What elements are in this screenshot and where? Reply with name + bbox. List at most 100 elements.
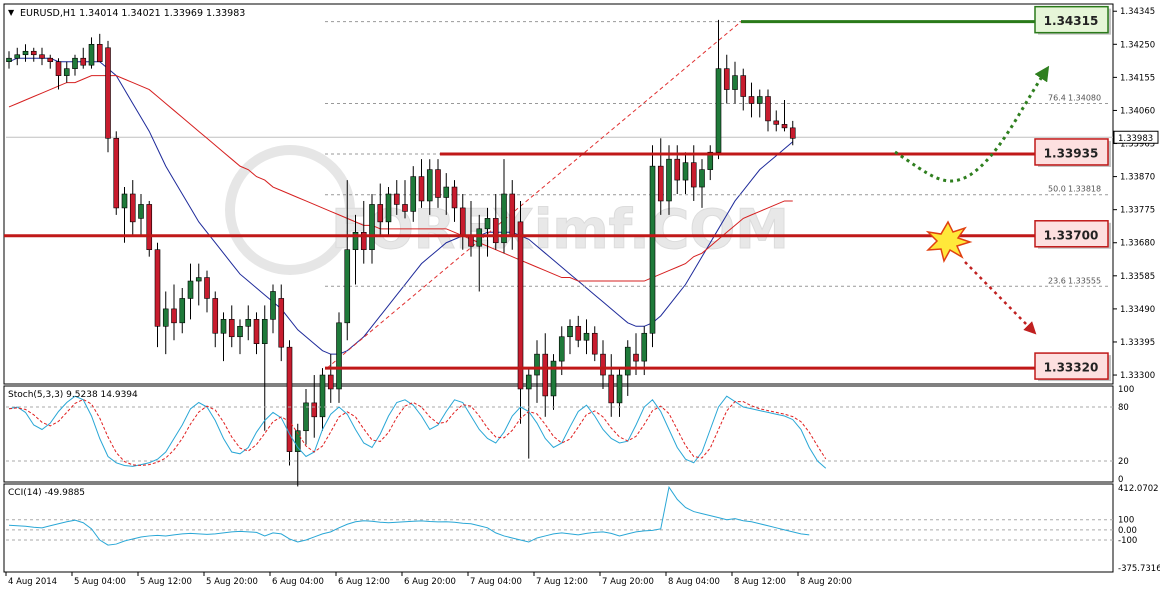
candle-body: [715, 68, 722, 153]
candle-body: [616, 374, 623, 404]
candle-body: [600, 353, 606, 376]
cci-tick-label: 0.00: [1118, 526, 1137, 536]
candle-body: [608, 374, 615, 404]
candle-body: [649, 165, 656, 334]
candle-body: [129, 193, 136, 223]
time-tick-label: 7 Aug 20:00: [602, 577, 654, 587]
price-tick-label: 1.33490: [1120, 305, 1155, 315]
candle-body: [476, 228, 483, 247]
moving-averages: [8, 57, 794, 355]
watermark-text: FOREXimf.COM: [331, 198, 789, 261]
price-tick-label: 1.33585: [1120, 272, 1155, 282]
stochastic-indicator: 100 80 20 0: [6, 385, 1134, 485]
level-box: [1034, 5, 1109, 34]
cci-tick-label: 412.0702: [1118, 484, 1159, 494]
time-tick-label: 5 Aug 04:00: [74, 577, 126, 587]
candle-body: [72, 57, 78, 69]
candle-body: [377, 204, 384, 223]
candle-body: [773, 120, 780, 125]
fib-price-label: 1.33555: [1068, 276, 1101, 285]
candle-body: [369, 204, 375, 251]
candle-body: [113, 137, 120, 209]
candle-body: [756, 96, 763, 104]
price-tick-label: 1.33965: [1120, 140, 1155, 150]
candle-body: [550, 360, 557, 397]
fib-percent-label: 76.4: [1048, 93, 1066, 102]
time-axis: 4 Aug 2014 5 Aug 04:00 5 Aug 12:00 5 Aug 20…: [5, 572, 852, 587]
candle-body: [468, 235, 474, 247]
candle-body: [682, 162, 689, 181]
candle-body: [212, 298, 219, 334]
candle-body: [435, 169, 441, 198]
candle-body: [352, 231, 359, 251]
candle-body: [765, 96, 771, 122]
candle-body: [393, 193, 400, 205]
candle-body: [171, 308, 177, 324]
candle-body: [360, 231, 367, 251]
candle-body: [748, 96, 755, 104]
stoch-tick-label: 0: [1118, 475, 1123, 485]
main-pane-frame: [3, 3, 1114, 385]
candle-body: [451, 186, 458, 209]
candle-body: [278, 298, 285, 348]
candle-body: [6, 57, 12, 63]
price-tick-label: 1.33870: [1120, 173, 1155, 183]
candle-body: [426, 169, 433, 202]
candle-body: [121, 193, 128, 209]
candle-body: [690, 162, 697, 188]
candle-body: [195, 277, 202, 282]
candle-body: [484, 218, 491, 230]
candle-body: [327, 374, 334, 390]
bearish-scenario-arrow: [964, 261, 1037, 335]
candle-body: [30, 50, 37, 56]
candle-body: [154, 249, 161, 327]
candle-body: [253, 319, 260, 345]
candle-body: [575, 325, 582, 341]
candle-body: [179, 298, 186, 324]
candle-body: [492, 218, 499, 244]
candle-body: [418, 176, 425, 202]
candle-body: [443, 186, 450, 198]
candle-body: [542, 353, 549, 397]
candle-body: [187, 280, 194, 299]
fib-price-label: 1.34080: [1068, 93, 1101, 102]
candle-body: [39, 54, 45, 59]
candle-body: [344, 249, 351, 324]
candle-body: [674, 158, 681, 181]
time-tick-label: 8 Aug 04:00: [668, 577, 720, 587]
stoch-main-line: [8, 395, 827, 469]
fib-trend-line: [326, 21, 742, 369]
candle-body: [781, 124, 788, 129]
level-label: 1.33700: [1044, 228, 1099, 242]
candle-body: [162, 308, 169, 327]
time-tick-label: 6 Aug 20:00: [404, 577, 456, 587]
cci-line: [8, 485, 810, 546]
stoch-tick-label: 20: [1118, 457, 1129, 467]
candle-body: [261, 319, 268, 345]
bullish-scenario-arrow: [894, 65, 1050, 183]
candle-body: [63, 68, 70, 76]
candle-body: [666, 158, 672, 202]
breakout-star-icon: [925, 220, 973, 264]
level-box: [1034, 138, 1109, 166]
candle-body: [385, 193, 392, 223]
candle-body: [237, 325, 243, 338]
stoch-tick-label: 100: [1118, 385, 1134, 395]
candle-body: [303, 402, 309, 432]
candlesticks: [6, 19, 796, 487]
candle-body: [47, 57, 54, 63]
candle-body: [534, 353, 540, 376]
price-tick-label: 1.34060: [1120, 106, 1155, 116]
candle-body: [286, 346, 293, 452]
stoch-pane-frame: [3, 385, 1114, 483]
candle-body: [641, 332, 648, 362]
symbol-ohlc-header: EURUSD,H1 1.34014 1.34021 1.33969 1.3398…: [20, 8, 245, 19]
price-tick-label: 1.34345: [1120, 7, 1155, 17]
chart-header-arrow-icon: ▼: [8, 8, 15, 17]
candle-body: [509, 193, 516, 237]
level-label: 1.34315: [1044, 14, 1099, 28]
candle-body: [204, 277, 210, 299]
price-tick-label: 1.33300: [1120, 371, 1155, 381]
candle-body: [583, 332, 590, 341]
support-resistance-lines: 1.34315 1.33935 1.33700 1.33320: [4, 5, 1111, 382]
